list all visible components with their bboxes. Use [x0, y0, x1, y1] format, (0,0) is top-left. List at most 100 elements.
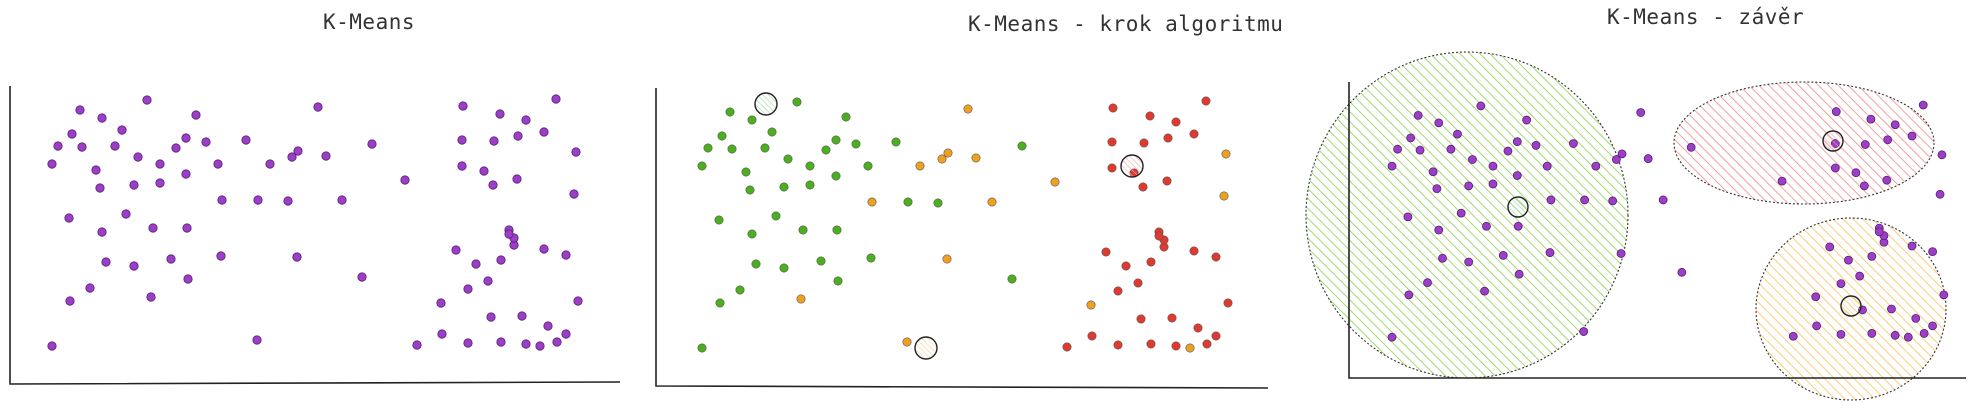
data-point: [551, 94, 561, 104]
data-point: [1017, 141, 1027, 151]
data-point: [1480, 286, 1489, 296]
data-point: [552, 337, 562, 347]
data-point: [1830, 163, 1840, 173]
data-point: [47, 341, 57, 351]
data-point: [1907, 131, 1917, 141]
data-point: [458, 101, 468, 111]
data-point: [321, 151, 331, 161]
data-point: [1777, 176, 1787, 186]
data-point: [1171, 341, 1181, 351]
data-point: [1608, 196, 1618, 206]
data-point: [436, 298, 446, 308]
data-point: [539, 244, 549, 254]
data-point: [148, 223, 158, 233]
data-point: [1403, 212, 1413, 222]
data-point: [1677, 267, 1687, 277]
data-point: [91, 165, 101, 175]
data-point: [1468, 155, 1477, 164]
data-point: [1464, 181, 1474, 191]
data-point: [1890, 330, 1900, 340]
data-point: [779, 182, 789, 192]
data-point: [1939, 290, 1949, 300]
data-point: [77, 142, 87, 152]
data-point: [1514, 269, 1524, 279]
data-point: [747, 115, 757, 125]
data-point: [357, 272, 367, 282]
data-point: [1193, 323, 1203, 333]
data-point: [471, 259, 481, 269]
data-point: [1163, 133, 1173, 143]
data-point: [1542, 161, 1552, 171]
data-point: [64, 213, 74, 223]
data-point: [1154, 231, 1164, 241]
data-point: [129, 180, 139, 190]
data-point: [841, 112, 851, 122]
data-point: [252, 335, 262, 345]
data-point: [1189, 129, 1199, 139]
data-point: [1211, 331, 1221, 341]
data-point: [987, 197, 997, 207]
data-point: [1145, 111, 1155, 121]
data-point: [283, 196, 293, 206]
data-point: [483, 276, 493, 286]
data-point: [1456, 208, 1466, 218]
data-point: [457, 135, 467, 145]
centroid-red-step: [1120, 154, 1144, 178]
data-point: [943, 148, 953, 158]
data-point: [1643, 154, 1653, 163]
data-point: [1580, 195, 1590, 205]
data-point: [1591, 161, 1601, 171]
data-point: [1121, 261, 1131, 271]
data-point: [171, 143, 181, 153]
data-point: [697, 343, 707, 353]
data-point: [293, 146, 303, 156]
data-point: [1612, 155, 1621, 164]
data-point: [155, 178, 165, 188]
data-point: [1859, 181, 1869, 191]
data-point: [1882, 175, 1892, 185]
data-point: [1387, 332, 1397, 342]
data-point: [191, 110, 201, 120]
data-point: [866, 253, 876, 263]
data-point: [241, 135, 251, 145]
data-point: [1113, 340, 1123, 350]
data-point: [1836, 279, 1846, 289]
data-point: [1488, 161, 1498, 171]
data-point: [486, 312, 496, 322]
data-point: [561, 250, 571, 260]
data-point: [142, 95, 152, 105]
data-point: [1086, 300, 1096, 310]
data-point: [832, 225, 842, 235]
data-point: [1007, 274, 1017, 284]
data-point: [181, 133, 191, 143]
data-point: [85, 283, 95, 293]
data-point: [1851, 168, 1861, 178]
data-point: [1866, 114, 1876, 124]
data-point: [760, 143, 770, 153]
data-point: [1146, 257, 1156, 267]
data-point: [816, 256, 826, 266]
data-point: [1393, 144, 1403, 154]
data-point: [1087, 331, 1097, 341]
data-point: [1522, 115, 1532, 125]
cluster-red: [1673, 81, 1935, 205]
data-point: [292, 252, 302, 262]
data-point: [714, 215, 724, 225]
data-point: [479, 166, 489, 176]
data-point: [1139, 138, 1149, 148]
data-point: [265, 159, 275, 169]
data-point: [1171, 117, 1181, 127]
data-point: [703, 143, 713, 153]
data-point: [1903, 332, 1913, 342]
data-point: [725, 107, 735, 117]
data-point: [182, 223, 192, 233]
data-point: [512, 174, 522, 184]
centroid-orange-final: [1840, 295, 1862, 317]
data-point: [1928, 247, 1937, 257]
data-point: [1185, 343, 1195, 353]
data-point: [496, 337, 506, 347]
data-point: [1890, 120, 1900, 130]
data-point: [95, 183, 105, 193]
data-point: [1658, 195, 1668, 205]
data-point: [863, 161, 873, 171]
